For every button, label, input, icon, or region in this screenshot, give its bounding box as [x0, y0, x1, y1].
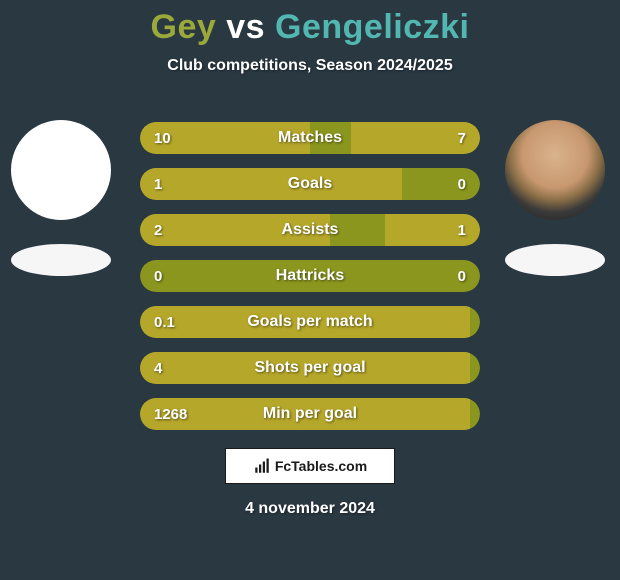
page-title: Gey vs Gengeliczki	[0, 0, 620, 47]
stat-row: 00Hattricks	[140, 260, 480, 292]
bar-fill-left	[140, 168, 402, 200]
bar-track	[140, 260, 480, 292]
player-left-column	[6, 120, 116, 276]
bar-fill-left	[140, 214, 330, 246]
title-vs: vs	[226, 8, 265, 46]
footer-logo: FcTables.com	[225, 448, 395, 484]
title-player2: Gengeliczki	[275, 8, 469, 46]
stat-row: 1268Min per goal	[140, 398, 480, 430]
player-right-avatar	[505, 120, 605, 220]
stats-bars: 107Matches 10Goals 21Assists 00Hattricks 0.1…	[140, 122, 480, 430]
bar-fill-left	[140, 122, 310, 154]
bar-fill-right	[385, 214, 480, 246]
stat-row: 21Assists	[140, 214, 480, 246]
player-left-club-emblem	[11, 244, 111, 276]
footer-logo-text: FcTables.com	[275, 458, 367, 474]
bar-fill-left	[140, 398, 470, 430]
player-right-column	[500, 120, 610, 276]
stat-row: 4Shots per goal	[140, 352, 480, 384]
stat-row: 10Goals	[140, 168, 480, 200]
bar-fill-left	[140, 352, 470, 384]
player-left-avatar	[11, 120, 111, 220]
subtitle: Club competitions, Season 2024/2025	[0, 57, 620, 75]
title-player1: Gey	[151, 8, 217, 46]
player-right-club-emblem	[505, 244, 605, 276]
chart-icon	[253, 457, 271, 475]
bar-fill-right	[351, 122, 480, 154]
footer-date: 4 november 2024	[0, 500, 620, 518]
bar-fill-left	[140, 306, 470, 338]
stat-row: 107Matches	[140, 122, 480, 154]
stat-row: 0.1Goals per match	[140, 306, 480, 338]
